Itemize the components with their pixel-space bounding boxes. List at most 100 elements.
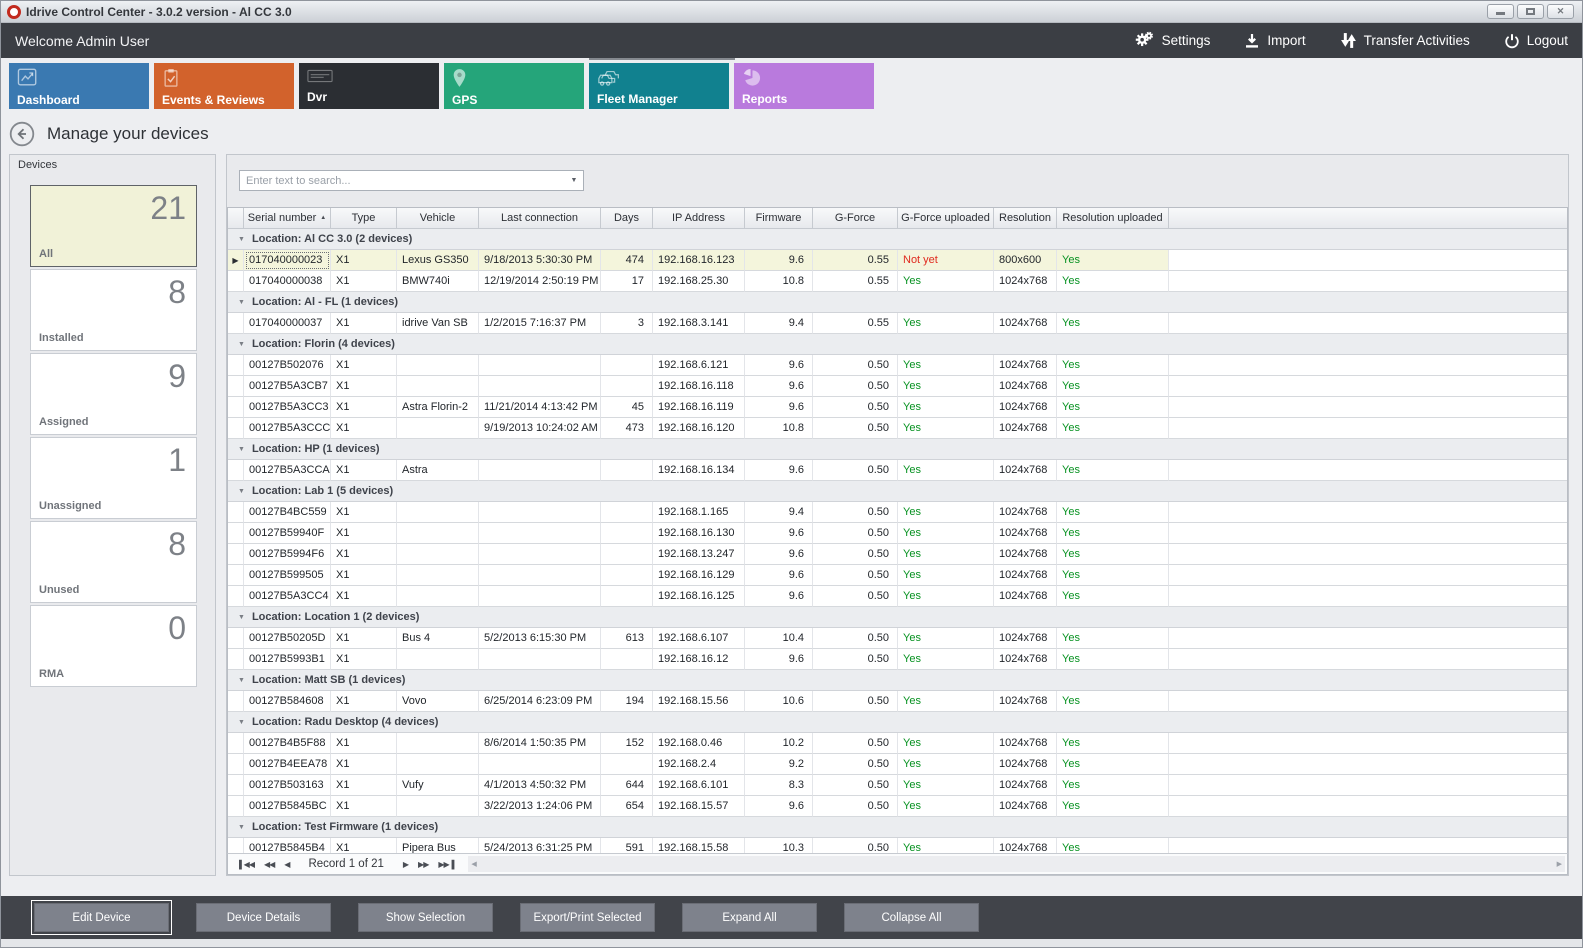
minimize-button[interactable] [1487, 4, 1514, 19]
close-button[interactable]: ✕ [1547, 4, 1574, 19]
scroll-right-icon[interactable]: ▶ [1556, 861, 1562, 868]
tab-fleet-manager[interactable]: Fleet Manager [589, 58, 735, 109]
maximize-button[interactable] [1517, 4, 1544, 19]
device-row[interactable]: ▶ 017040000023 X1 Lexus GS350 9/18/2013 5:30… [228, 250, 1567, 271]
group-row[interactable]: ▼ Location: Test Firmware (1 devices) [228, 817, 1567, 838]
group-row[interactable]: ▼ Location: Matt SB (1 devices) [228, 670, 1567, 691]
group-row[interactable]: ▼ Location: Radu Desktop (4 devices) [228, 712, 1567, 733]
tab-events-reviews[interactable]: Events & Reviews [154, 63, 294, 109]
row-filler-cell [1169, 649, 1567, 670]
device-row[interactable]: 017040000037 X1 idrive Van SB 1/2/2015 7:16… [228, 313, 1567, 334]
group-row[interactable]: ▼ Location: Florin (4 devices) [228, 334, 1567, 355]
group-row[interactable]: ▼ Location: Location 1 (2 devices) [228, 607, 1567, 628]
combo-dropdown-icon[interactable]: ▼ [570, 177, 578, 184]
export-print-selected-button[interactable]: Export/Print Selected [520, 903, 655, 932]
device-row[interactable]: 00127B5A3CC3 X1 Astra Florin-2 11/21/2014 4… [228, 397, 1567, 418]
pager-prev-page-icon[interactable]: ◀◀ [263, 859, 275, 869]
column-header-label: Days [613, 212, 640, 224]
content-area: Devices 21 All 8 Installed 9 Assigned 1 Unassig… [9, 154, 1569, 876]
device-row[interactable]: 00127B5994F6 X1 192.168.13.247 9.6 0.50 Yes 10… [228, 544, 1567, 565]
device-card-unused[interactable]: 8 Unused [30, 521, 197, 603]
device-row[interactable]: 00127B5993B1 X1 192.168.16.12 9.6 0.50 Yes 102… [228, 649, 1567, 670]
tab-dashboard[interactable]: Dashboard [9, 63, 149, 109]
pager-next-icon[interactable]: ▶ [402, 859, 409, 869]
tab-label: Fleet Manager [597, 92, 678, 106]
group-label: Location: Location 1 (2 devices) [251, 611, 420, 623]
device-row[interactable]: 00127B50205D X1 Bus 4 5/2/2013 6:15:30 PM 61… [228, 628, 1567, 649]
device-card-unassigned[interactable]: 1 Unassigned [30, 437, 197, 519]
devices-sidebar: Devices 21 All 8 Installed 9 Assigned 1 Unassig… [9, 154, 216, 876]
column-header-type[interactable]: Type [331, 208, 397, 228]
device-row[interactable]: 00127B5845B4 X1 Pipera Bus 5/24/2013 6:31:2… [228, 838, 1567, 853]
show-selection-button[interactable]: Show Selection [358, 903, 493, 932]
device-row[interactable]: 00127B5A3CCA X1 Astra 192.168.16.134 9.6 0.50… [228, 460, 1567, 481]
device-card-assigned[interactable]: 9 Assigned [30, 353, 197, 435]
scroll-left-icon[interactable]: ◀ [471, 861, 477, 868]
device-card-all[interactable]: 21 All [30, 185, 197, 267]
column-header-last_connection[interactable]: Last connection [479, 208, 601, 228]
edit-device-button[interactable]: Edit Device [34, 903, 169, 932]
pager-first-icon[interactable]: ▌◀◀ [239, 859, 255, 869]
collapse-all-button[interactable]: Collapse All [844, 903, 979, 932]
cell-ip: 192.168.15.57 [653, 796, 745, 817]
card-label: Unused [39, 584, 80, 596]
cell-type: X1 [331, 691, 397, 712]
pager-last-icon[interactable]: ▶▶▐ [438, 859, 454, 869]
group-row[interactable]: ▼ Location: Al CC 3.0 (2 devices) [228, 229, 1567, 250]
row-filler-cell [1169, 376, 1567, 397]
device-row[interactable]: 00127B5A3CCC X1 9/19/2013 10:24:02 AM 473 19… [228, 418, 1567, 439]
device-card-rma[interactable]: 0 RMA [30, 605, 197, 687]
cell-ip: 192.168.0.46 [653, 733, 745, 754]
column-header-resolution[interactable]: Resolution [994, 208, 1057, 228]
back-button[interactable] [9, 121, 35, 147]
device-row[interactable]: 00127B5845BC X1 3/22/2013 1:24:06 PM 654 192… [228, 796, 1567, 817]
tab-gps[interactable]: GPS [444, 63, 584, 109]
device-row[interactable]: 00127B59940F X1 192.168.16.130 9.6 0.50 Yes 10… [228, 523, 1567, 544]
cell-vehicle [397, 586, 479, 607]
cell-resolution: 1024x768 [994, 271, 1057, 292]
device-row[interactable]: 00127B4BC559 X1 192.168.1.165 9.4 0.50 Yes 102… [228, 502, 1567, 523]
device-row[interactable]: 00127B584608 X1 Vovo 6/25/2014 6:23:09 PM 19… [228, 691, 1567, 712]
column-header-days[interactable]: Days [601, 208, 653, 228]
device-row[interactable]: 00127B5A3CC4 X1 192.168.16.125 9.6 0.50 Yes 10… [228, 586, 1567, 607]
cell-firmware: 10.8 [745, 418, 813, 439]
column-header-gforce_uploaded[interactable]: G-Force uploaded [898, 208, 994, 228]
pager-next-page-icon[interactable]: ▶▶ [418, 859, 429, 869]
group-row[interactable]: ▼ Location: Al - FL (1 devices) [228, 292, 1567, 313]
column-header-resolution_uploaded[interactable]: Resolution uploaded [1057, 208, 1169, 228]
transfer-activities-button[interactable]: Transfer Activities [1340, 32, 1470, 49]
search-input[interactable] [240, 174, 565, 187]
expand-all-button[interactable]: Expand All [682, 903, 817, 932]
device-row[interactable]: 017040000038 X1 BMW740i 12/19/2014 2:50:19 … [228, 271, 1567, 292]
cell-gforce_uploaded: Yes [898, 271, 994, 292]
device-row[interactable]: 00127B4EEA78 X1 192.168.2.4 9.2 0.50 Yes 1024x… [228, 754, 1567, 775]
device-card-installed[interactable]: 8 Installed [30, 269, 197, 351]
cell-days: 152 [601, 733, 653, 754]
import-button[interactable]: Import [1244, 33, 1306, 49]
pager-prev-icon[interactable]: ◀ [284, 859, 290, 869]
group-row[interactable]: ▼ Location: Lab 1 (5 devices) [228, 481, 1567, 502]
cell-days [601, 523, 653, 544]
column-header-serial[interactable]: Serial number ▲ [244, 208, 331, 228]
device-row[interactable]: 00127B503163 X1 Vufy 4/1/2013 4:50:32 PM 644… [228, 775, 1567, 796]
device-row[interactable]: 00127B5A3CB7 X1 192.168.16.118 9.6 0.50 Yes 10… [228, 376, 1567, 397]
horizontal-scrollbar[interactable]: ◀ ▶ [468, 856, 1565, 872]
cell-last_connection [479, 355, 601, 376]
column-header-vehicle[interactable]: Vehicle [397, 208, 479, 228]
cell-days: 591 [601, 838, 653, 853]
column-header-firmware[interactable]: Firmware [745, 208, 813, 228]
device-details-button[interactable]: Device Details [196, 903, 331, 932]
device-row[interactable]: 00127B599505 X1 192.168.16.129 9.6 0.50 Yes 10… [228, 565, 1567, 586]
settings-button[interactable]: Settings [1134, 31, 1210, 50]
tab-reports[interactable]: Reports [734, 63, 874, 109]
column-header-ip[interactable]: IP Address [653, 208, 745, 228]
cell-vehicle [397, 523, 479, 544]
cell-vehicle: Vovo [397, 691, 479, 712]
group-row[interactable]: ▼ Location: HP (1 devices) [228, 439, 1567, 460]
device-row[interactable]: 00127B4B5F88 X1 8/6/2014 1:50:35 PM 152 192.… [228, 733, 1567, 754]
cell-serial: 00127B5A3CCA [244, 460, 331, 481]
column-header-gforce[interactable]: G-Force [813, 208, 898, 228]
logout-button[interactable]: Logout [1504, 33, 1568, 49]
device-row[interactable]: 00127B502076 X1 192.168.6.121 9.6 0.50 Yes 102… [228, 355, 1567, 376]
tab-dvr[interactable]: Dvr [299, 63, 439, 109]
